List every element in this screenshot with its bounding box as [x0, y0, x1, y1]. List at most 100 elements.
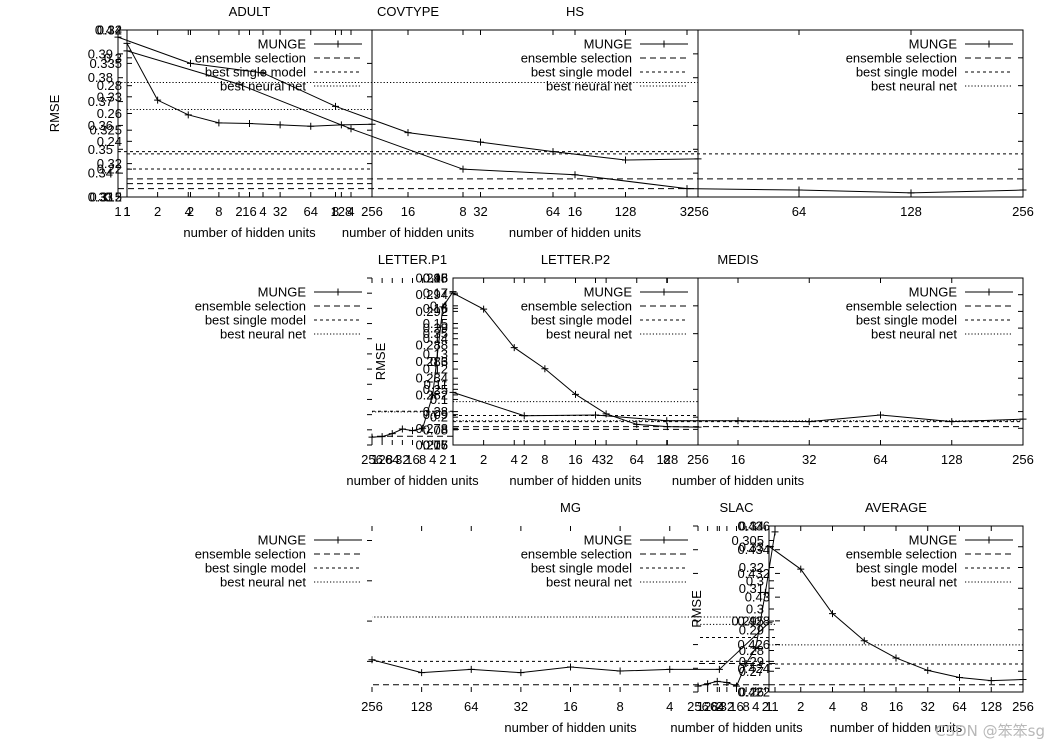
legend-label: best single model [856, 65, 957, 80]
legend-marker-munge [660, 536, 668, 544]
y-tick-label: 0.436 [737, 519, 770, 534]
legend-marker-munge [660, 288, 668, 296]
legend-label: ensemble selection [521, 547, 632, 562]
y-tick-label: 0.278 [415, 421, 448, 436]
data-point-munge [510, 344, 518, 352]
data-point-munge [713, 677, 721, 685]
legend-label: MUNGE [258, 285, 307, 300]
data-point-munge [419, 424, 427, 432]
legend-marker-munge [334, 288, 342, 296]
x-tick-label: 256 [361, 204, 383, 219]
subplot-title: ADULT [229, 4, 271, 19]
x-tick-label: 32 [599, 452, 613, 467]
data-point-munge [771, 528, 779, 536]
y-tick-label: 0.432 [737, 566, 770, 581]
legend-label: ensemble selection [195, 51, 306, 66]
x-tick-label: 2 [762, 699, 769, 714]
data-point-munge [480, 305, 488, 313]
x-tick-label: 4 [752, 699, 759, 714]
x-tick-label: 64 [792, 204, 806, 219]
y-tick-label: 0.07 [423, 438, 448, 453]
legend-marker-munge [334, 40, 342, 48]
y-tick-label: 0.37 [88, 94, 113, 109]
y-tick-label: 0.28 [739, 643, 764, 658]
y-tick-label: 0.17 [423, 286, 448, 301]
y-tick-label: 0.305 [731, 533, 764, 548]
legend-marker-munge [334, 536, 342, 544]
data-point-munge [398, 425, 406, 433]
legend-label: ensemble selection [195, 547, 306, 562]
x-axis-label: number of hidden units [504, 720, 637, 735]
y-tick-label: 0.32 [97, 23, 122, 38]
y-tick-label: 0.45 [423, 271, 448, 286]
x-tick-label: 8 [541, 452, 548, 467]
data-point-munge [307, 122, 315, 130]
y-tick-label: 0.3 [430, 354, 448, 369]
data-point-munge [235, 80, 243, 88]
x-tick-label: 1 [449, 452, 456, 467]
legend-label: MUNGE [909, 37, 958, 52]
data-point-munge [517, 669, 525, 677]
y-tick-label: 0.27 [739, 664, 764, 679]
x-tick-label: 16 [568, 452, 582, 467]
data-point-munge [1019, 415, 1027, 423]
legend-label: best single model [856, 561, 957, 576]
x-tick-label: 256 [687, 699, 709, 714]
data-point-munge [459, 165, 467, 173]
subplot-title: MG [560, 500, 581, 515]
y-tick-label: 0.34 [97, 23, 122, 38]
legend-label: ensemble selection [846, 51, 957, 66]
legend-label: ensemble selection [846, 547, 957, 562]
data-point-munge [694, 423, 702, 431]
data-point-munge [752, 644, 760, 652]
subplot-title: HS [566, 4, 584, 19]
y-tick-label: 0.2 [104, 190, 122, 205]
x-tick-label: 32 [720, 699, 734, 714]
legend-label: best neural net [546, 327, 632, 342]
data-point-munge [276, 121, 284, 129]
data-point-munge [892, 654, 900, 662]
data-point-munge [956, 673, 963, 681]
data-point-munge [860, 637, 868, 645]
subplot-title: COVTYPE [377, 4, 439, 19]
data-point-munge [572, 390, 579, 398]
x-tick-label: 64 [385, 452, 399, 467]
x-tick-label: 2 [716, 699, 723, 714]
legend-label: MUNGE [258, 37, 307, 52]
y-tick-label: 0.1 [430, 392, 448, 407]
y-tick-label: 0.4 [95, 23, 113, 38]
data-point-munge [368, 433, 376, 441]
data-point-munge [666, 665, 674, 673]
x-tick-label: 2 [797, 699, 804, 714]
subplot-title: MEDIS [717, 252, 759, 267]
y-tick-label: 0.4 [430, 298, 448, 313]
x-tick-label: 64 [630, 452, 644, 467]
x-tick-label: 2 [235, 204, 242, 219]
legend-label: best single model [205, 313, 306, 328]
data-point-munge [761, 588, 769, 596]
legend-marker-munge [660, 40, 668, 48]
y-tick-label: 0.28 [423, 404, 448, 419]
x-tick-label: 16 [731, 452, 745, 467]
data-point-munge [368, 120, 376, 128]
legend-label: best neural net [546, 575, 632, 590]
y-tick-label: 0.422 [737, 685, 770, 700]
x-tick-label: 1 [123, 204, 130, 219]
x-axis-label: number of hidden units [183, 225, 316, 240]
data-point-munge [154, 96, 162, 104]
data-point-munge [187, 59, 194, 67]
x-tick-label: 64 [304, 204, 318, 219]
data-point-munge [429, 391, 437, 399]
data-point-munge [715, 665, 723, 673]
x-tick-label: 32 [802, 452, 816, 467]
x-tick-label: 2 [480, 452, 487, 467]
x-tick-label: 128 [615, 204, 637, 219]
x-tick-label: 8 [617, 699, 624, 714]
legend-marker-munge [985, 40, 993, 48]
x-tick-label: 32 [473, 204, 487, 219]
legend-label: MUNGE [909, 533, 958, 548]
y-tick-label: 0.08 [423, 422, 448, 437]
